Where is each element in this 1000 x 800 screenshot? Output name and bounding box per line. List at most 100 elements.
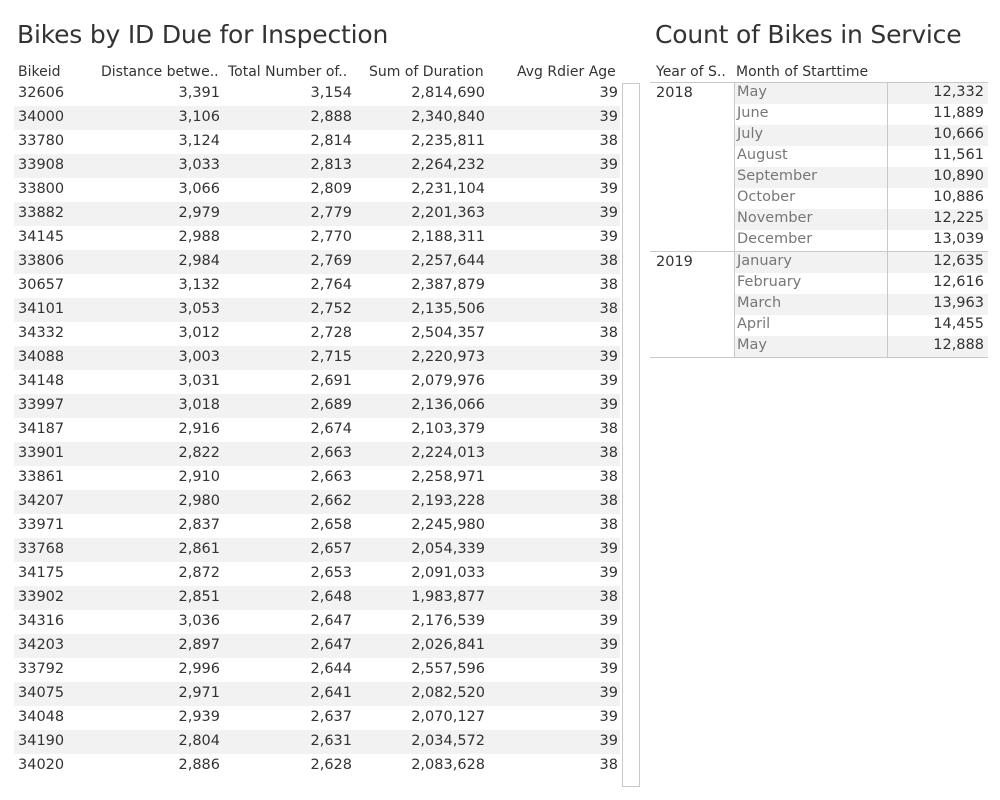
month-label: December	[737, 231, 813, 247]
total-number-cell: 2,662	[310, 493, 352, 509]
table-row[interactable]: 33908 3,033 2,813 2,264,232 39	[14, 154, 620, 178]
distance-cell: 2,939	[178, 709, 220, 725]
table-row[interactable]: 33768 2,861 2,657 2,054,339 39	[14, 538, 620, 562]
bikeid-cell: 33806	[18, 253, 65, 269]
table-row[interactable]: 33800 3,066 2,809 2,231,104 39	[14, 178, 620, 202]
year-label: 2019	[656, 254, 693, 270]
bike-count-value: 12,616	[933, 274, 984, 290]
header-sum-duration[interactable]: Sum of Duration	[369, 64, 484, 80]
month-row[interactable]: November 12,225	[734, 209, 988, 230]
header-year[interactable]: Year of S..	[656, 64, 726, 80]
table-row[interactable]: 30657 3,132 2,764 2,387,879 38	[14, 274, 620, 298]
table-row[interactable]: 34332 3,012 2,728 2,504,357 38	[14, 322, 620, 346]
table-row[interactable]: 33902 2,851 2,648 1,983,877 38	[14, 586, 620, 610]
month-row[interactable]: October 10,886	[734, 188, 988, 209]
table-row[interactable]: 32606 3,391 3,154 2,814,690 39	[14, 82, 620, 106]
header-distance[interactable]: Distance betwe..	[101, 64, 219, 80]
month-row[interactable]: April 14,455	[734, 315, 988, 336]
sum-duration-cell: 2,193,228	[411, 493, 485, 509]
bikeid-cell: 34203	[18, 637, 65, 653]
distance-cell: 2,897	[178, 637, 220, 653]
sum-duration-cell: 2,340,840	[411, 109, 485, 125]
distance-cell: 2,861	[178, 541, 220, 557]
month-row[interactable]: May 12,332	[734, 83, 988, 104]
bikes-inspection-title: Bikes by ID Due for Inspection	[17, 20, 389, 49]
sum-duration-cell: 2,257,644	[411, 253, 485, 269]
column-divider	[887, 104, 888, 125]
table-row[interactable]: 34048 2,939 2,637 2,070,127 39	[14, 706, 620, 730]
month-row[interactable]: December 13,039	[734, 230, 988, 251]
bikes-in-service-table: Year of S.. Month of Starttime 2018 May 12…	[650, 62, 988, 362]
table-row[interactable]: 33997 3,018 2,689 2,136,066 39	[14, 394, 620, 418]
table-row[interactable]: 34020 2,886 2,628 2,083,628 38	[14, 754, 620, 778]
avg-age-cell: 39	[599, 541, 618, 557]
avg-age-cell: 38	[599, 493, 618, 509]
month-label: September	[737, 168, 818, 184]
column-divider	[887, 273, 888, 294]
vertical-scrollbar[interactable]	[622, 83, 640, 787]
bikeid-cell: 34332	[18, 325, 65, 341]
table-row[interactable]: 34145 2,988 2,770 2,188,311 39	[14, 226, 620, 250]
table-row[interactable]: 34316 3,036 2,647 2,176,539 39	[14, 610, 620, 634]
month-label: August	[737, 147, 788, 163]
bikeid-cell: 33902	[18, 589, 65, 605]
sum-duration-cell: 2,220,973	[411, 349, 485, 365]
table-row[interactable]: 34075 2,971 2,641 2,082,520 39	[14, 682, 620, 706]
month-row[interactable]: August 11,561	[734, 146, 988, 167]
sum-duration-cell: 2,224,013	[411, 445, 485, 461]
table-row[interactable]: 34148 3,031 2,691 2,079,976 39	[14, 370, 620, 394]
distance-cell: 2,980	[178, 493, 220, 509]
table-row[interactable]: 33792 2,996 2,644 2,557,596 39	[14, 658, 620, 682]
bikeid-cell: 33792	[18, 661, 65, 677]
bikeid-cell: 34000	[18, 109, 65, 125]
table-row[interactable]: 34175 2,872 2,653 2,091,033 39	[14, 562, 620, 586]
bikeid-cell: 33800	[18, 181, 65, 197]
table-row[interactable]: 34088 3,003 2,715 2,220,973 39	[14, 346, 620, 370]
table-row[interactable]: 33971 2,837 2,658 2,245,980 38	[14, 514, 620, 538]
distance-cell: 3,031	[178, 373, 220, 389]
avg-age-cell: 39	[599, 661, 618, 677]
table-row[interactable]: 34101 3,053 2,752 2,135,506 38	[14, 298, 620, 322]
bikeid-cell: 33768	[18, 541, 65, 557]
bike-count-value: 12,635	[933, 253, 984, 269]
table-row[interactable]: 34207 2,980 2,662 2,193,228 38	[14, 490, 620, 514]
sum-duration-cell: 2,054,339	[411, 541, 485, 557]
bikeid-cell: 34148	[18, 373, 65, 389]
month-row[interactable]: September 10,890	[734, 167, 988, 188]
table-row[interactable]: 33780 3,124 2,814 2,235,811 38	[14, 130, 620, 154]
total-number-cell: 2,663	[310, 469, 352, 485]
header-month[interactable]: Month of Starttime	[736, 64, 869, 80]
table-row[interactable]: 33861 2,910 2,663 2,258,971 38	[14, 466, 620, 490]
month-row[interactable]: July 10,666	[734, 125, 988, 146]
month-row[interactable]: January 12,635	[734, 252, 988, 273]
distance-cell: 3,036	[178, 613, 220, 629]
table-row[interactable]: 33882 2,979 2,779 2,201,363 39	[14, 202, 620, 226]
month-row[interactable]: March 13,963	[734, 294, 988, 315]
table-row[interactable]: 33901 2,822 2,663 2,224,013 38	[14, 442, 620, 466]
table-row[interactable]: 34190 2,804 2,631 2,034,572 39	[14, 730, 620, 754]
table-row[interactable]: 34203 2,897 2,647 2,026,841 39	[14, 634, 620, 658]
total-number-cell: 2,770	[310, 229, 352, 245]
table-row[interactable]: 34000 3,106 2,888 2,340,840 39	[14, 106, 620, 130]
service-body: 2018 May 12,332 June 11,889 July 10,666 August 1…	[650, 82, 988, 358]
header-bikeid[interactable]: Bikeid	[18, 64, 61, 80]
table-row[interactable]: 34187 2,916 2,674 2,103,379 38	[14, 418, 620, 442]
distance-cell: 2,988	[178, 229, 220, 245]
month-row[interactable]: May 12,888	[734, 336, 988, 357]
month-row[interactable]: February 12,616	[734, 273, 988, 294]
sum-duration-cell: 2,135,506	[411, 301, 485, 317]
total-number-cell: 2,647	[310, 637, 352, 653]
bikeid-cell: 30657	[18, 277, 65, 293]
table-row[interactable]: 33806 2,984 2,769 2,257,644 38	[14, 250, 620, 274]
sum-duration-cell: 2,235,811	[411, 133, 485, 149]
header-total-number[interactable]: Total Number of..	[228, 64, 348, 80]
distance-cell: 3,012	[178, 325, 220, 341]
month-row[interactable]: June 11,889	[734, 104, 988, 125]
bike-count-value: 10,886	[933, 189, 984, 205]
total-number-cell: 2,641	[310, 685, 352, 701]
header-avg-rider-age[interactable]: Avg Rdier Age	[517, 64, 616, 80]
bikeid-cell: 33971	[18, 517, 65, 533]
bikeid-cell: 34145	[18, 229, 65, 245]
total-number-cell: 2,631	[310, 733, 352, 749]
sum-duration-cell: 2,079,976	[411, 373, 485, 389]
